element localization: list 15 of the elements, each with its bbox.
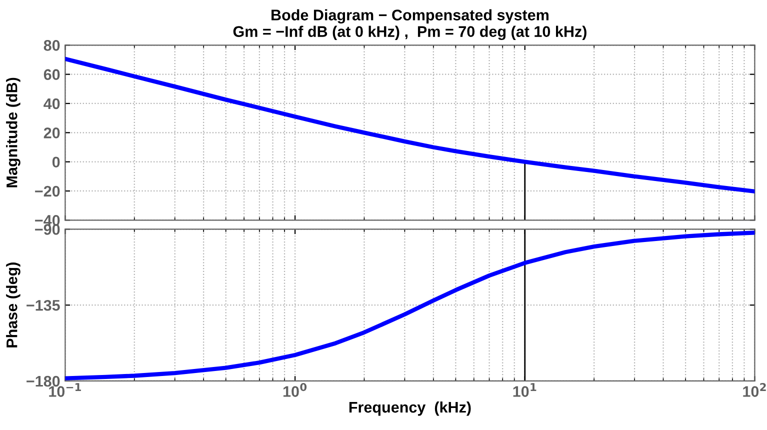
x-tick-label: 10$^{1}$ <box>513 383 536 397</box>
y-tick-label: 20 <box>44 128 60 138</box>
y-tick-label: 40 <box>44 98 60 110</box>
y-tick-label: −20 <box>35 186 60 197</box>
y-tick-label: 80 <box>44 40 60 51</box>
x-tick-label: 10$^{2}$ <box>743 383 766 397</box>
chart-title: Bode Diagram − Compensated system <box>272 9 548 24</box>
y-tick-label: 0 <box>52 156 60 168</box>
x-tick-label: 10$^{0}$ <box>283 383 307 397</box>
y-axis-title: Phase (deg) <box>6 262 20 348</box>
x-axis-title: Frequency (kHz) <box>349 401 471 416</box>
y-tick-label: −135 <box>26 300 60 311</box>
y-axis-title: Magnitude (dB) <box>6 78 20 188</box>
y-tick-label: 60 <box>44 69 60 80</box>
chart-subtitle: Gm = −Inf dB (at 0 kHz) , Pm = 70 deg (at 10 kHz) <box>233 26 586 40</box>
